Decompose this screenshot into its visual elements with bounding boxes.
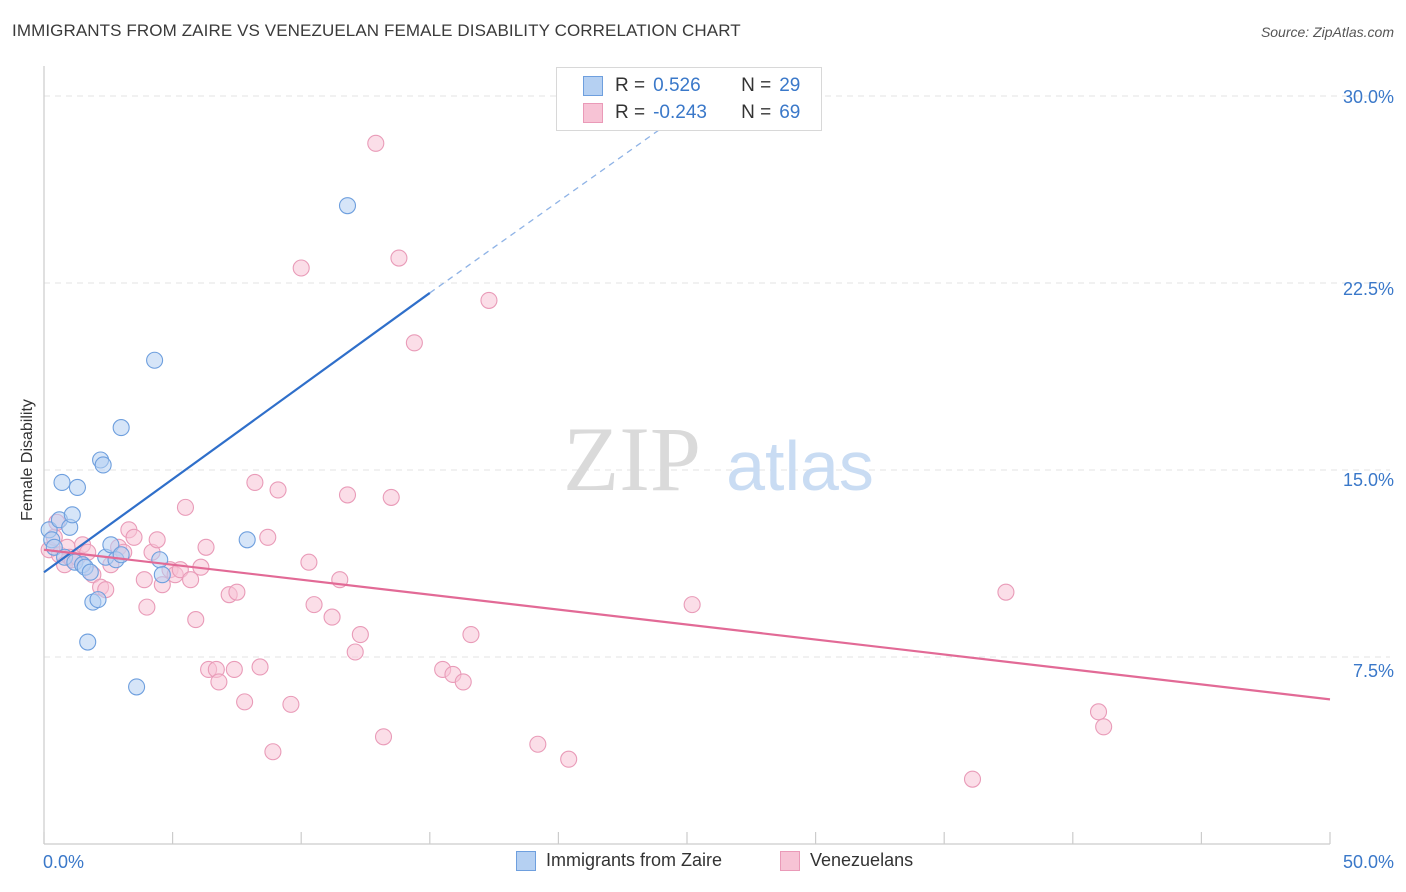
data-point (135, 571, 153, 589)
data-point (683, 596, 701, 614)
data-point (210, 673, 228, 691)
data-point (238, 531, 256, 549)
legend-swatch-pink (583, 103, 603, 123)
axes (43, 66, 1331, 845)
legend-r-label: R = (615, 75, 646, 96)
data-point (292, 259, 310, 277)
watermark-zip: ZIP (563, 408, 701, 510)
data-point (390, 249, 408, 267)
data-point (529, 735, 547, 753)
legend-swatch-blue (583, 76, 603, 96)
data-point (269, 481, 287, 499)
data-point (246, 473, 264, 491)
data-point (68, 478, 86, 496)
data-point (125, 528, 143, 546)
data-point (89, 591, 107, 609)
trend-line-zaire (43, 292, 431, 574)
data-point (367, 134, 385, 152)
data-point (112, 419, 130, 437)
chart-title: IMMIGRANTS FROM ZAIRE VS VENEZUELAN FEMA… (12, 21, 741, 40)
y-tick-label: 15.0% (1342, 470, 1394, 490)
legend-n-label: N = (741, 75, 772, 96)
trend-lines (43, 127, 1331, 701)
chart-source: Source: ZipAtlas.com (1260, 24, 1394, 40)
data-point (382, 488, 400, 506)
data-point (138, 598, 156, 616)
watermark-atlas: atlas (726, 427, 874, 505)
data-point (305, 596, 323, 614)
data-point (338, 197, 357, 215)
y-tick-label: 30.0% (1342, 87, 1394, 107)
data-point (454, 673, 472, 691)
legend-r-label: R = (615, 102, 646, 123)
data-point (1095, 718, 1113, 736)
data-point (1089, 703, 1108, 721)
data-point (300, 553, 318, 571)
legend-swatch-blue (516, 850, 536, 871)
trend-line-venezuelans (43, 548, 1331, 701)
watermark: ZIP atlas (563, 408, 874, 510)
data-point (259, 528, 277, 546)
data-point (146, 351, 164, 369)
data-point (81, 563, 99, 581)
data-point (151, 551, 169, 569)
data-point (148, 531, 166, 549)
legend-n-value: 29 (779, 75, 801, 96)
data-point (560, 750, 578, 768)
data-point (236, 693, 254, 711)
data-point (282, 695, 300, 713)
data-point (176, 498, 195, 516)
legend-label-zaire: Immigrants from Zaire (546, 850, 723, 870)
data-point (264, 743, 282, 761)
data-point (963, 770, 982, 788)
data-point (351, 625, 369, 644)
bottom-legend-zaire: Immigrants from Zaire (516, 850, 722, 871)
data-point (997, 583, 1015, 601)
legend-row-venezuelans: R = -0.243 N = 69 (583, 100, 800, 126)
data-point (197, 538, 215, 556)
correlation-legend: R = 0.526 N = 29 R = -0.243 N = 69 (556, 67, 822, 131)
data-point (346, 643, 364, 661)
legend-n-label: N = (741, 102, 772, 123)
data-point (225, 660, 243, 679)
data-point (63, 506, 81, 524)
data-point (480, 291, 498, 309)
data-point (153, 566, 171, 584)
y-tick-label: 7.5% (1352, 661, 1394, 681)
data-point (338, 486, 357, 504)
legend-label-venezuelans: Venezuelans (810, 850, 914, 870)
data-point (323, 608, 341, 626)
series-venezuelans (40, 134, 1113, 788)
data-point (102, 536, 120, 554)
data-point (128, 678, 146, 696)
legend-r-value: -0.243 (653, 102, 707, 123)
bottom-legend-venezuelans: Venezuelans (780, 850, 913, 871)
trend-line-zaire-extension (429, 127, 662, 294)
data-point (94, 456, 112, 474)
data-point (187, 611, 205, 629)
data-point (462, 625, 480, 644)
legend-n-value: 69 (779, 102, 801, 123)
x-tick-label-min: 0.0% (43, 852, 85, 872)
data-point (182, 571, 200, 589)
data-point (251, 658, 269, 676)
x-tick-label-max: 50.0% (1342, 852, 1394, 872)
data-point (53, 473, 71, 491)
y-tick-label: 22.5% (1342, 279, 1394, 299)
legend-row-zaire: R = 0.526 N = 29 (583, 73, 800, 99)
data-point (405, 334, 423, 352)
legend-swatch-pink (780, 850, 800, 871)
data-point (79, 633, 97, 651)
data-point (374, 728, 393, 746)
legend-r-value: 0.526 (653, 75, 701, 96)
data-point (228, 583, 246, 601)
